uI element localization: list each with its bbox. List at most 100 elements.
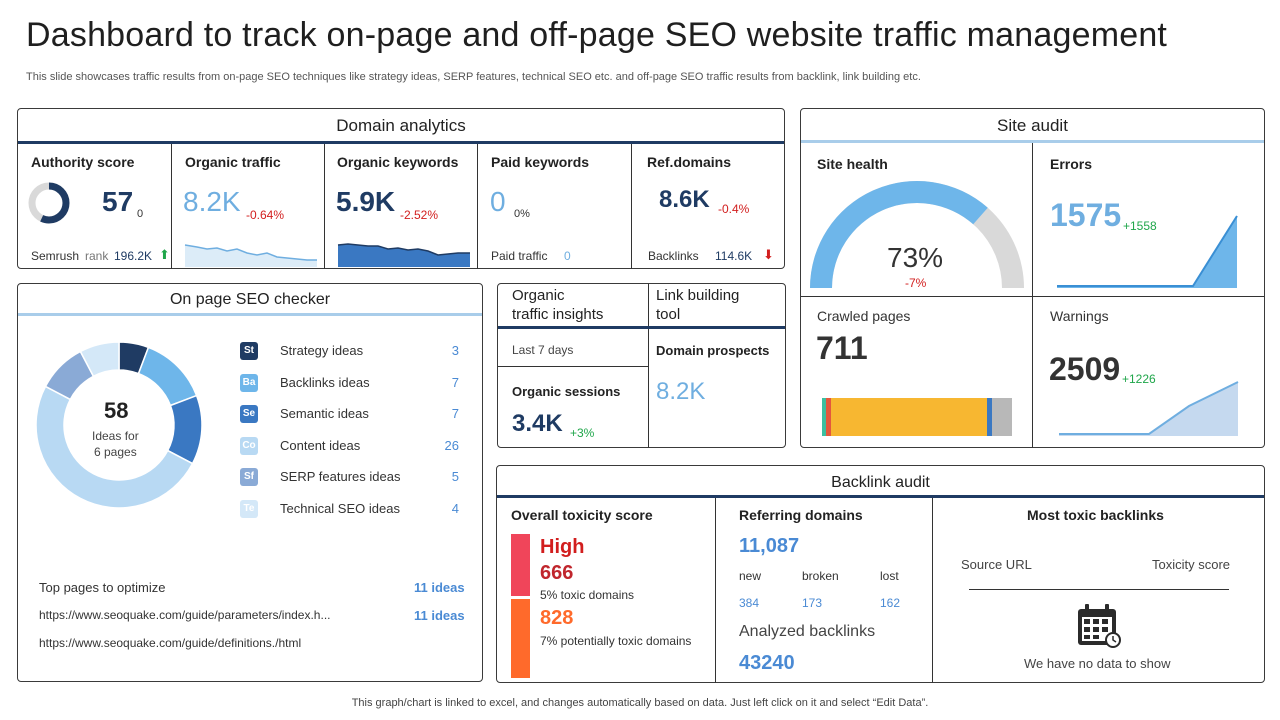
arrow-down-icon: ⬇ [763,247,774,262]
warnings-value: 2509 [1049,351,1121,387]
total-ideas-label: Ideas for [92,429,139,443]
warnings-delta: +1226 [1122,372,1156,386]
site-health-value: 73% [887,242,944,273]
ref-domains-delta: -0.4% [718,202,750,216]
domain-prospects-label: Domain prospects [656,343,770,358]
ref-domains-value: 8.6K [659,186,710,213]
top-pages-label: Top pages to optimize [39,580,166,595]
idea-badge: Sf [240,468,258,487]
site-health-gauge [810,181,1024,288]
backlinks-label: Backlinks [648,249,699,263]
analyzed-backlinks-value: 43240 [739,652,795,674]
column-divider [715,498,716,683]
broken-label: broken [802,569,839,583]
idea-label: Strategy ideas [280,343,364,358]
idea-badge: Te [240,500,258,518]
broken-value: 173 [802,596,823,610]
lost-value: 162 [880,596,901,610]
toxic-bar [511,534,530,596]
organic-traffic-sparkline [184,244,317,267]
column-divider [324,144,325,269]
lost-label: lost [880,569,899,583]
insights-panel: Organic traffic insights Last 7 days Org… [497,283,786,448]
row-divider [801,296,1264,297]
page-ideas-value[interactable]: 11 ideas [414,608,465,623]
authority-score-value: 57 [102,186,134,217]
organic-sessions-delta: +3% [570,426,595,440]
site-health-label: Site health [817,156,888,172]
warnings-label: Warnings [1050,308,1109,324]
on-page-seo-panel: On page SEO checker 58 Ideas for 6 pages… [17,283,483,682]
organic-insights-title: Organic [512,287,565,304]
rank-label: rank [85,249,109,263]
authority-score-delta: 0 [137,208,144,220]
organic-sessions-label: Organic sessions [512,384,621,399]
total-pages-label: 6 pages [94,445,137,459]
column-divider [1032,143,1033,448]
errors-value: 1575 [1050,197,1122,233]
no-data-message: We have no data to show [1024,656,1171,671]
crawled-pages-label: Crawled pages [817,308,911,324]
page-url-link[interactable]: https://www.seoquake.com/guide/parameter… [39,608,331,622]
page-subtitle: This slide showcases traffic results fro… [26,71,921,83]
idea-value: 7 [451,374,459,390]
new-value: 384 [739,596,760,610]
top-pages-value[interactable]: 11 ideas [414,580,465,595]
organic-keywords-delta: -2.52% [400,208,439,222]
crawled-pages-bar [822,398,1012,436]
domain-analytics-panel: Domain analytics Authority score 57 0 Se… [17,108,785,269]
semrush-label: Semrush [31,249,80,263]
organic-traffic-delta: -0.64% [246,208,285,222]
backlink-audit-title: Backlink audit [831,474,930,491]
column-divider [631,144,632,269]
footer-note: This graph/chart is linked to excel, and… [351,697,929,709]
domain-analytics-title: Domain analytics [336,116,466,135]
idea-badge: St [240,342,258,360]
page-title: Dashboard to track on-page and off-page … [26,16,1168,54]
referring-domains-label: Referring domains [739,507,863,523]
site-audit-title: Site audit [997,116,1068,135]
organic-keywords-label: Organic keywords [337,154,459,170]
idea-value: 3 [451,343,459,358]
table-divider [969,589,1229,590]
column-divider [932,498,933,683]
ideas-donut-chart [35,341,203,509]
organic-traffic-label: Organic traffic [185,154,281,170]
organic-keywords-value: 5.9K [336,186,396,217]
toxicity-score-header: Toxicity score [1152,557,1231,572]
idea-value: 7 [451,406,459,422]
toxicity-score-label: Overall toxicity score [511,507,653,523]
idea-badge: Ba [240,373,258,392]
organic-insights-title-2: traffic insights [512,306,604,323]
page-url-link[interactable]: https://www.seoquake.com/guide/definitio… [39,636,302,650]
errors-label: Errors [1050,156,1093,172]
paid-keywords-value: 0 [490,186,506,217]
total-ideas-value: 58 [104,398,129,423]
toxic-domains-value: 666 [540,562,574,584]
ref-domains-label: Ref.domains [647,154,732,170]
header-divider [498,326,648,329]
idea-label: Technical SEO ideas [280,501,400,516]
organic-sessions-value: 3.4K [512,410,563,437]
idea-badge: Co [240,436,258,455]
backlink-audit-panel: Backlink audit Overall toxicity score Hi… [496,465,1265,683]
potentially-toxic-value: 828 [540,607,574,629]
errors-sparkline [1057,215,1238,288]
potentially-toxic-bar [511,599,530,678]
site-audit-panel: Site audit Site health 73% -7% Errors 15… [800,108,1265,448]
organic-keywords-sparkline [337,243,470,267]
header-divider [648,326,785,329]
referring-domains-value: 11,087 [739,535,800,557]
header-divider [18,313,482,316]
new-label: new [739,569,762,583]
row-divider [498,366,648,367]
errors-delta: +1558 [1123,219,1157,233]
organic-traffic-value: 8.2K [183,186,241,217]
header-divider [801,140,1264,143]
analyzed-backlinks-label: Analyzed backlinks [739,623,876,640]
idea-value: 5 [451,469,459,485]
header-divider [497,495,1264,498]
crawled-pages-value: 711 [816,330,868,366]
most-toxic-label: Most toxic backlinks [1027,507,1164,523]
toxicity-level: High [540,536,585,558]
